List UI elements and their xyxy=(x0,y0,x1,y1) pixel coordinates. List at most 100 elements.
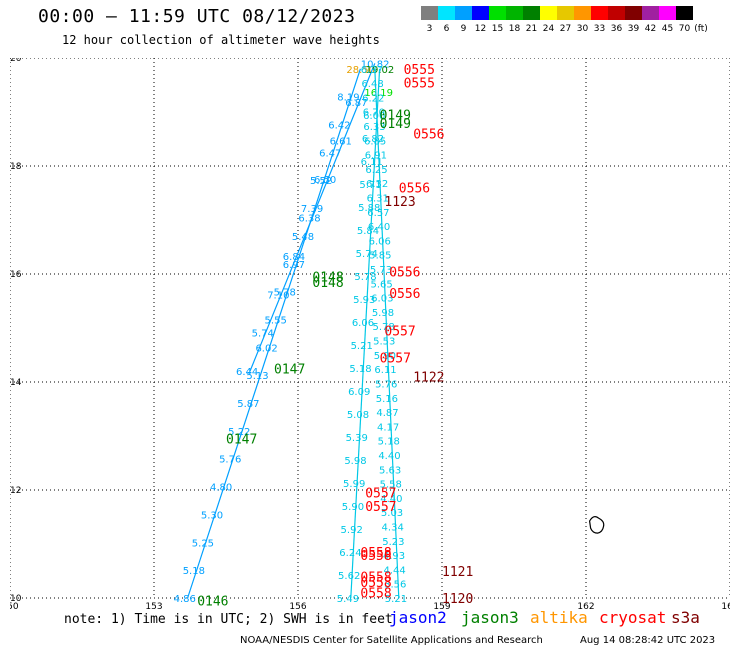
track-value-0556-14: 5.78 xyxy=(354,272,376,283)
track-value-0556-1: 5.62 xyxy=(338,571,360,582)
x-tick-label-162: 162 xyxy=(577,602,594,612)
pass-label-0558-19: 0558 xyxy=(360,549,391,564)
track-value-0555-17: 5.98 xyxy=(372,308,394,319)
y-tick-label-14: 14 xyxy=(10,378,22,388)
pass-label-0149-3: 0149 xyxy=(380,117,411,132)
legend-label-39: 39 xyxy=(627,24,640,34)
legend-label-15: 15 xyxy=(491,24,504,34)
track-value-0555-20: 5.90 xyxy=(374,351,396,362)
legend-swatch-15 xyxy=(489,6,506,20)
track-value-0556-15: 5.74 xyxy=(356,249,378,260)
track-value-0555-21: 6.11 xyxy=(374,365,396,376)
track-value-0146-7: 5.87 xyxy=(237,399,259,410)
track-value-0555-13: 5.85 xyxy=(369,251,391,262)
track-value-0147-6: 6.61 xyxy=(330,136,352,147)
legend-label-70: 70 xyxy=(678,24,691,34)
track-value-0146-15: 5.52 xyxy=(310,176,332,187)
track-value-0146-2: 5.25 xyxy=(192,538,214,549)
legend-swatch-36 xyxy=(608,6,625,20)
track-value-0556-22: 16.19 xyxy=(364,88,393,99)
legend-label-21: 21 xyxy=(525,24,538,34)
track-value-0556-12: 6.06 xyxy=(352,318,374,329)
legend-label-12: 12 xyxy=(474,24,487,34)
track-value-0555-26: 5.18 xyxy=(378,437,400,448)
track-value-0147-2: 7.10 xyxy=(267,290,289,301)
legend-label-18: 18 xyxy=(508,24,521,34)
legend-swatch-21 xyxy=(523,6,540,20)
track-value-0555-31: 5.03 xyxy=(381,508,403,519)
track-value-0556-4: 5.90 xyxy=(342,502,364,513)
track-line-0556 xyxy=(350,68,381,599)
track-value-0146-5: 5.76 xyxy=(219,455,241,466)
track-value-0555-30: 4.40 xyxy=(380,494,402,505)
mission-jason3: jason3 xyxy=(461,608,519,627)
track-value-0556-0: 5.49 xyxy=(337,594,359,605)
pass-label-0558-22: 0558 xyxy=(360,587,391,602)
legend-swatch-42 xyxy=(642,6,659,20)
track-value-0555-35: 4.44 xyxy=(384,565,406,576)
track-value-0147-3: 6.84 xyxy=(283,252,305,263)
pass-label-0556-4: 0556 xyxy=(413,128,444,143)
y-tick-label-18: 18 xyxy=(10,162,22,172)
track-value-0555-10: 6.57 xyxy=(367,208,389,219)
track-value-0556-20: 6.82 xyxy=(362,134,384,145)
pass-label-0558-20: 0558 xyxy=(360,570,391,585)
track-value-0147-8: 10.82 xyxy=(361,59,390,70)
mission-jason2: jason2 xyxy=(389,608,447,627)
track-value-0556-5: 5.99 xyxy=(343,479,365,490)
footnote: note: 1) Time is in UTC; 2) SWH is in fe… xyxy=(64,612,393,627)
legend-swatch-18 xyxy=(506,6,523,20)
island-outline xyxy=(588,516,605,534)
pass-label-0556-10: 0556 xyxy=(389,287,420,302)
x-tick-label-165: 165 xyxy=(721,602,730,612)
legend-swatch-27 xyxy=(557,6,574,20)
track-line-0555 xyxy=(374,68,400,599)
y-tick-label-12: 12 xyxy=(10,486,21,496)
track-value-0556-8: 5.08 xyxy=(347,410,369,421)
pass-label-1123-6: 1123 xyxy=(384,195,415,210)
track-value-0555-33: 5.23 xyxy=(382,537,404,548)
mission-cryosat: cryosat xyxy=(599,608,667,627)
track-value-0146-13: 5.48 xyxy=(292,232,314,243)
track-value-0555-15: 5.65 xyxy=(371,279,393,290)
track-value-0146-18: 8.19 xyxy=(337,93,359,104)
track-value-0146-9: 6.02 xyxy=(255,343,277,354)
track-value-0555-0: 6.37 xyxy=(361,65,383,76)
track-value-0555-5: 6.85 xyxy=(364,136,386,147)
track-value-0555-3: 6.70 xyxy=(363,108,385,119)
mission-s3a: s3a xyxy=(671,608,700,627)
track-value-0555-8: 6.32 xyxy=(366,179,388,190)
track-value-0555-28: 5.63 xyxy=(379,465,401,476)
legend-label-24: 24 xyxy=(542,24,555,34)
track-value-0555-14: 5.73 xyxy=(370,265,392,276)
track-value-0555-25: 4.17 xyxy=(377,422,399,433)
track-value-0146-19: 28.50 xyxy=(346,65,375,76)
pass-label-0558-18: 0558 xyxy=(360,546,391,561)
legend-label-3: 3 xyxy=(426,24,433,34)
track-line-0146 xyxy=(187,68,361,599)
track-value-0555-32: 4.34 xyxy=(382,522,404,533)
pass-label-0558-21: 0558 xyxy=(360,576,391,591)
track-value-0556-21: 6.00 xyxy=(363,111,385,122)
track-value-0147-4: 6.38 xyxy=(298,213,320,224)
x-tick-label-153: 153 xyxy=(145,602,162,612)
legend-label-33: 33 xyxy=(593,24,606,34)
track-value-0556-10: 5.18 xyxy=(349,364,371,375)
track-value-0555-7: 6.25 xyxy=(365,165,387,176)
chart-plot-area: 1501531561591621651012141618204.865.185.… xyxy=(10,58,730,612)
pass-label-0149-2: 0149 xyxy=(380,109,411,124)
track-value-0555-1: 6.48 xyxy=(361,79,383,90)
legend-label-42: 42 xyxy=(644,24,657,34)
credit-line: NOAA/NESDIS Center for Satellite Applica… xyxy=(240,635,543,646)
pass-label-0555-0: 0555 xyxy=(404,63,435,78)
legend-swatch-45 xyxy=(659,6,676,20)
track-value-0555-22: 5.76 xyxy=(375,379,397,390)
track-value-0146-0: 4.86 xyxy=(174,594,196,605)
track-line-0147 xyxy=(249,63,376,372)
track-value-0555-18: 5.78 xyxy=(372,322,394,333)
legend-swatch-30 xyxy=(574,6,591,20)
legend-label-45: 45 xyxy=(661,24,674,34)
x-tick-label-159: 159 xyxy=(433,602,450,612)
track-value-0147-7: 6.87 xyxy=(345,98,367,109)
x-tick-label-156: 156 xyxy=(289,602,306,612)
